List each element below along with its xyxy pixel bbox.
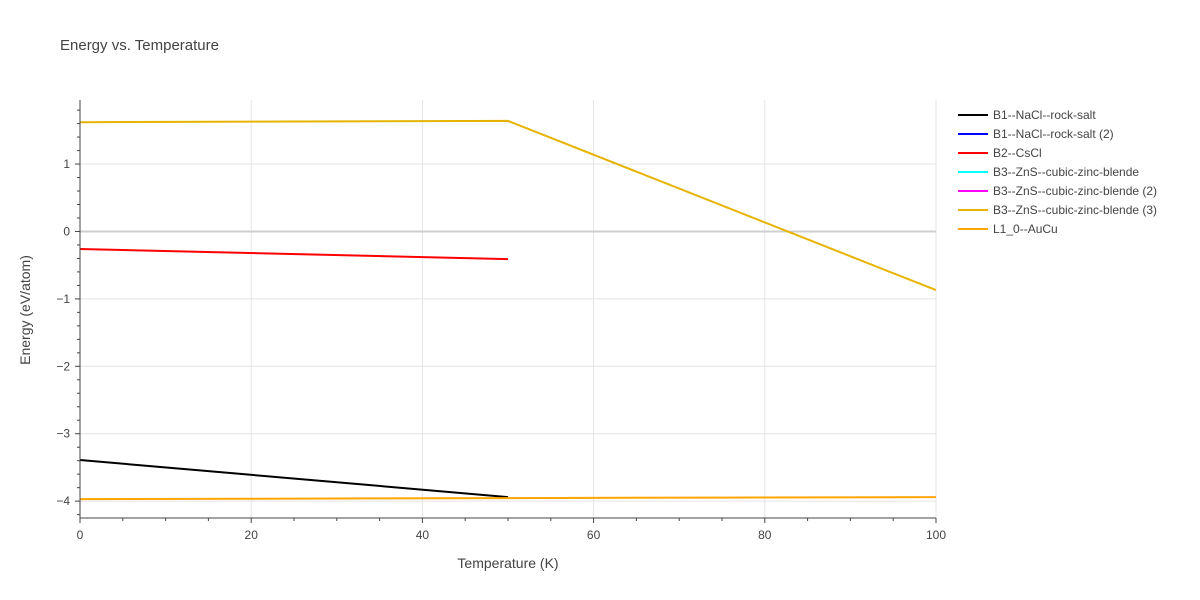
series-lines xyxy=(79,119,937,501)
legend-label: B3--ZnS--cubic-zinc-blende (3) xyxy=(993,203,1157,217)
y-tick-label: −1 xyxy=(56,292,70,306)
series-line-6 xyxy=(79,119,937,292)
grid xyxy=(80,100,937,518)
axes xyxy=(75,100,937,523)
y-tick-label: 0 xyxy=(63,224,70,238)
x-tick-label: 20 xyxy=(245,528,259,542)
y-tick-label: −3 xyxy=(56,427,70,441)
legend-label: L1_0--AuCu xyxy=(993,222,1058,236)
x-tick-label: 80 xyxy=(758,528,772,542)
legend-label: B3--ZnS--cubic-zinc-blende xyxy=(993,165,1139,179)
x-tick-label: 100 xyxy=(926,528,946,542)
x-axis-title: Temperature (K) xyxy=(457,555,558,571)
legend-label: B2--CsCl xyxy=(993,146,1042,160)
y-axis-title: Energy (eV/atom) xyxy=(17,255,33,365)
legend: B1--NaCl--rock-salt B1--NaCl--rock-salt (… xyxy=(958,108,1157,236)
series-line-7 xyxy=(79,496,937,501)
y-tick-label: −2 xyxy=(56,359,70,373)
legend-label: B3--ZnS--cubic-zinc-blende (2) xyxy=(993,184,1157,198)
x-tick-label: 40 xyxy=(416,528,430,542)
x-tick-label: 60 xyxy=(587,528,601,542)
x-tick-label: 0 xyxy=(77,528,84,542)
chart-title: Energy vs. Temperature xyxy=(60,37,219,54)
series-line-1 xyxy=(79,459,509,499)
tick-labels: 0 20 40 60 80 100 1 0 −1 −2 −3 −4 xyxy=(56,157,946,542)
y-tick-label: −4 xyxy=(56,494,70,508)
legend-label: B1--NaCl--rock-salt (2) xyxy=(993,127,1114,141)
legend-label: B1--NaCl--rock-salt xyxy=(993,108,1096,122)
y-tick-label: 1 xyxy=(63,157,70,171)
series-line-3 xyxy=(79,248,509,261)
